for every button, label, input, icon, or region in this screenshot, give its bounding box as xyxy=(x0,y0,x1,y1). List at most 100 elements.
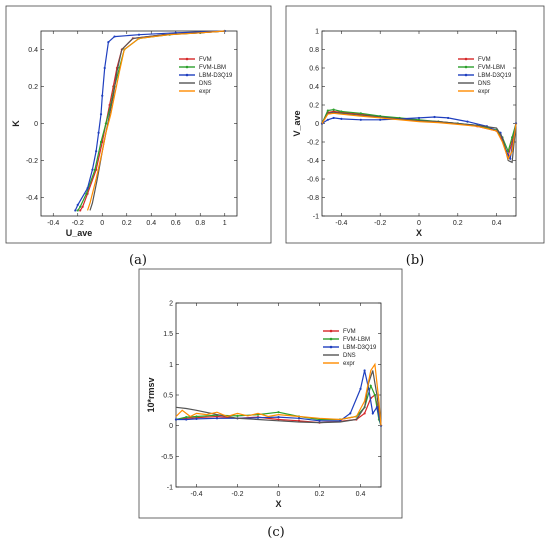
legend-label: FVM xyxy=(199,57,212,63)
legend-label: FVM-LBM xyxy=(199,65,226,71)
x-tick-label: -0.4 xyxy=(47,220,59,227)
data-point xyxy=(103,66,106,70)
data-point xyxy=(509,157,512,160)
data-point xyxy=(95,150,98,153)
data-point xyxy=(326,118,329,121)
data-point xyxy=(74,209,77,212)
data-point xyxy=(93,168,96,171)
data-point xyxy=(79,205,82,208)
data-point xyxy=(297,417,301,420)
data-point xyxy=(359,387,362,390)
panel-frame xyxy=(5,5,272,244)
x-tick-label: -0.2 xyxy=(374,220,386,227)
y-tick-label: 1.5 xyxy=(163,331,173,338)
data-point xyxy=(326,109,329,112)
x-tick-label: 0.2 xyxy=(453,220,463,227)
data-point xyxy=(511,136,514,139)
x-tick-label: 0.4 xyxy=(356,491,366,498)
y-tick-label: -0.6 xyxy=(307,177,319,184)
data-point xyxy=(349,412,352,415)
data-point xyxy=(277,411,280,414)
legend-marker xyxy=(329,345,333,349)
data-point xyxy=(359,118,362,121)
chart-panel-2: -0.4 -0.2 0 0.2 0.4 -1 -0.8 -0.6 -0.4 -0.2 0 0.2 0.4… xyxy=(285,5,545,268)
panel-frame xyxy=(285,5,545,244)
legend-label: DNS xyxy=(199,81,212,87)
series-line-dns xyxy=(89,30,225,211)
x-tick-label: 0.2 xyxy=(122,220,132,227)
data-point xyxy=(101,94,104,97)
x-tick-label: 0.2 xyxy=(315,491,325,498)
data-point xyxy=(363,412,366,415)
data-point xyxy=(236,414,239,417)
data-point xyxy=(369,384,372,387)
y-tick-label: 0.2 xyxy=(309,103,319,110)
y-tick-label: 2 xyxy=(169,301,173,308)
y-tick-label: 0.4 xyxy=(28,47,38,54)
data-point xyxy=(97,131,100,134)
data-point xyxy=(81,205,84,208)
data-point xyxy=(185,415,188,419)
y-tick-label: 0.4 xyxy=(309,84,319,91)
data-point xyxy=(277,418,280,421)
data-point xyxy=(76,203,79,206)
x-tick-label: 0.4 xyxy=(146,220,156,227)
y-tick-label: -1 xyxy=(313,214,319,221)
data-point xyxy=(363,369,366,372)
data-point xyxy=(340,117,343,120)
legend-label: FVM xyxy=(478,57,491,63)
chart-panel-3: -0.4 -0.2 0 0.2 0.4 -1 -0.5 0 0.5 1 1.5 2 X 10*rmsv FV… xyxy=(138,268,403,540)
data-point xyxy=(359,112,362,115)
y-tick-label: -0.8 xyxy=(307,195,319,202)
legend-label: expr xyxy=(343,361,355,367)
y-tick-label: -0.4 xyxy=(26,195,38,202)
data-point xyxy=(137,33,141,36)
y-axis-label: K xyxy=(11,120,21,127)
panel-caption: (b) xyxy=(406,253,424,268)
data-point xyxy=(332,116,335,120)
x-axis-label: X xyxy=(416,228,422,238)
data-point xyxy=(340,110,343,113)
series-line-expr xyxy=(321,112,517,161)
x-tick-label: 0.4 xyxy=(492,220,502,227)
data-point xyxy=(375,406,378,409)
data-point xyxy=(195,415,198,418)
data-point xyxy=(104,122,108,125)
y-tick-label: 0 xyxy=(315,121,319,128)
x-axis-label: X xyxy=(275,499,281,509)
data-point xyxy=(174,418,178,421)
y-tick-label: 0 xyxy=(169,423,173,430)
x-tick-label: -0.4 xyxy=(190,491,202,498)
y-tick-label: 1 xyxy=(315,29,319,36)
series-line-expr xyxy=(86,30,225,211)
data-point xyxy=(79,209,82,212)
data-point xyxy=(379,118,382,121)
legend-label: LBM-D3Q19 xyxy=(478,73,512,79)
legend-marker xyxy=(185,73,189,77)
data-point xyxy=(297,419,301,422)
legend-label: DNS xyxy=(343,353,356,359)
legend-label: DNS xyxy=(478,81,491,87)
data-point xyxy=(215,417,219,420)
legend-marker xyxy=(464,57,468,61)
data-point xyxy=(185,418,188,421)
data-point xyxy=(466,120,469,123)
data-point xyxy=(318,419,321,422)
data-point xyxy=(113,35,116,38)
y-tick-label: 0.5 xyxy=(163,393,173,400)
panel-frame xyxy=(138,268,403,519)
data-point xyxy=(86,187,89,190)
data-point xyxy=(99,113,103,116)
x-tick-label: 0 xyxy=(417,220,421,227)
x-tick-label: 0.6 xyxy=(171,220,181,227)
panel-caption: (a) xyxy=(129,253,147,268)
data-point xyxy=(195,417,198,421)
legend-label: LBM-D3Q19 xyxy=(199,73,233,79)
data-point xyxy=(256,416,260,419)
data-point xyxy=(107,41,110,44)
series-line-lbm-d3q19 xyxy=(321,116,517,161)
panel-caption: (c) xyxy=(267,525,284,540)
x-tick-label: 0 xyxy=(277,491,281,498)
series-line-fvm-lbm xyxy=(321,108,517,154)
data-point xyxy=(332,108,335,111)
